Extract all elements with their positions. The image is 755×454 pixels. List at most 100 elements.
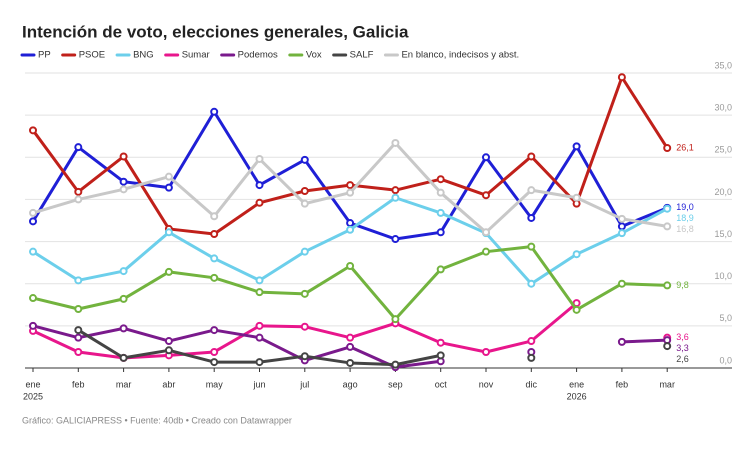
y-tick-label: 0,0 xyxy=(719,355,732,365)
point-marker xyxy=(527,337,536,346)
point-marker xyxy=(391,235,400,244)
point-marker xyxy=(210,229,219,238)
point-marker xyxy=(346,181,355,190)
point-marker xyxy=(164,337,173,346)
x-tick-label: mar xyxy=(116,379,132,389)
data-label: 18,9 xyxy=(676,213,694,223)
legend-label: En blanco, indecisos y abst. xyxy=(401,50,519,61)
chart-title: Intención de voto, elecciones generales,… xyxy=(22,22,409,41)
point-marker xyxy=(164,267,173,276)
point-marker xyxy=(663,222,672,231)
y-tick-label: 10,0 xyxy=(714,271,732,281)
point-marker xyxy=(391,193,400,202)
point-marker xyxy=(29,294,37,303)
point-marker xyxy=(29,208,37,217)
point-marker xyxy=(74,326,83,335)
x-tick-label: feb xyxy=(616,379,629,389)
point-marker xyxy=(74,143,83,152)
point-marker xyxy=(255,181,264,190)
point-marker xyxy=(346,342,355,351)
point-marker xyxy=(119,353,128,362)
point-marker xyxy=(74,195,83,204)
x-tick-label: jun xyxy=(252,379,265,389)
point-marker xyxy=(210,107,219,116)
point-marker xyxy=(617,73,626,82)
point-marker xyxy=(255,333,264,342)
x-tick-label: sep xyxy=(388,379,403,389)
legend-label: Podemos xyxy=(238,50,278,61)
point-marker xyxy=(346,219,355,228)
point-marker xyxy=(29,217,37,226)
point-marker xyxy=(300,247,309,256)
point-marker xyxy=(391,186,400,195)
point-marker xyxy=(210,254,219,263)
point-marker xyxy=(74,333,83,342)
point-marker xyxy=(663,144,672,153)
legend-label: PSOE xyxy=(79,50,105,61)
y-tick-label: 5,0 xyxy=(719,313,732,323)
point-marker xyxy=(617,229,626,238)
point-marker xyxy=(255,321,264,330)
point-marker xyxy=(210,358,219,367)
source: Gráfico: GALICIAPRESS • Fuente: 40db • C… xyxy=(22,415,292,425)
point-marker xyxy=(29,126,37,135)
x-tick-label: ene xyxy=(569,379,584,389)
point-marker xyxy=(300,352,309,361)
point-marker xyxy=(527,152,536,161)
x-tick-label: feb xyxy=(72,379,85,389)
point-marker xyxy=(482,191,490,200)
point-marker xyxy=(74,276,83,285)
point-marker xyxy=(346,333,355,342)
point-marker xyxy=(391,315,400,324)
point-marker xyxy=(300,289,309,298)
x-tick-label: mar xyxy=(659,379,675,389)
point-marker xyxy=(300,199,309,208)
point-marker xyxy=(164,172,173,181)
point-marker xyxy=(119,294,128,303)
point-marker xyxy=(210,347,219,356)
point-marker xyxy=(255,358,264,367)
legend-label: PP xyxy=(38,50,51,61)
legend-label: BNG xyxy=(133,50,154,61)
x-tick-label: abr xyxy=(162,379,175,389)
point-marker xyxy=(255,276,264,285)
point-marker xyxy=(119,185,128,194)
point-marker xyxy=(346,225,355,234)
point-marker xyxy=(346,188,355,197)
legend-label: Vox xyxy=(306,50,322,61)
point-marker xyxy=(572,250,581,259)
series-line xyxy=(32,324,668,369)
data-label: 9,8 xyxy=(676,280,689,290)
point-marker xyxy=(436,208,445,217)
x-tick-label: may xyxy=(206,379,224,389)
x-tick-label: oct xyxy=(435,379,448,389)
point-marker xyxy=(74,305,83,313)
point-marker xyxy=(482,247,490,256)
point-marker xyxy=(572,193,581,202)
x-tick-label: ago xyxy=(343,379,358,389)
point-marker xyxy=(617,279,626,288)
y-tick-label: 15,0 xyxy=(714,229,732,239)
point-marker xyxy=(436,188,445,197)
x-tick-label: 2025 xyxy=(23,391,43,401)
point-marker xyxy=(255,154,264,163)
point-marker xyxy=(482,228,490,237)
legend-label: Sumar xyxy=(182,50,210,61)
point-marker xyxy=(572,305,581,314)
point-marker xyxy=(346,262,355,271)
point-marker xyxy=(436,228,445,237)
point-marker xyxy=(436,175,445,184)
data-label: 26,1 xyxy=(676,142,694,152)
point-marker xyxy=(527,242,536,251)
point-marker xyxy=(617,337,626,346)
point-marker xyxy=(74,347,83,356)
point-marker xyxy=(436,265,445,274)
x-tick-label: ene xyxy=(25,379,40,389)
point-marker xyxy=(663,342,672,351)
data-label: 2,6 xyxy=(676,354,689,364)
point-marker xyxy=(617,214,626,223)
data-label: 19,0 xyxy=(676,202,694,212)
point-marker xyxy=(617,222,626,231)
point-marker xyxy=(164,183,173,192)
